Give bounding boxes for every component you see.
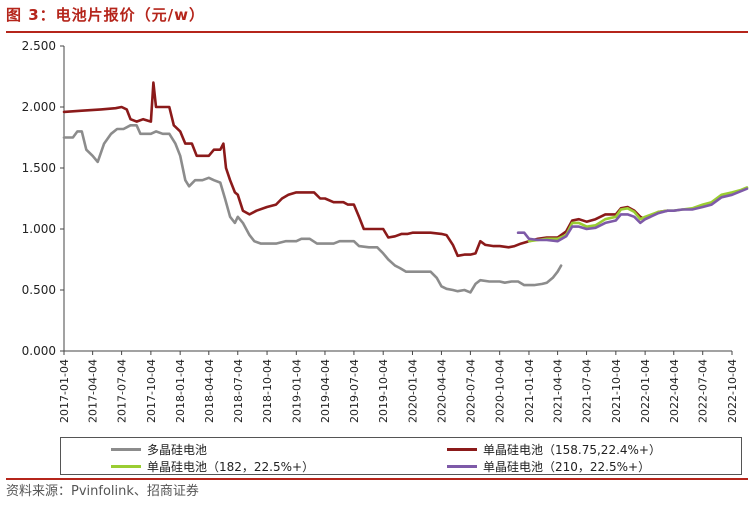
legend-swatch-mono182 (111, 465, 141, 468)
x-tick-label: 2022-04-04 (668, 359, 681, 423)
x-tick-label: 2022-07-04 (697, 359, 710, 423)
x-tick-label: 2021-07-04 (581, 359, 594, 423)
x-tick-label: 2022-10-04 (726, 359, 739, 423)
x-tick-label: 2020-07-04 (464, 359, 477, 423)
legend-swatch-mono210 (447, 465, 477, 468)
series-line-mono210 (516, 187, 749, 243)
x-tick-label: 2022-01-04 (639, 359, 652, 423)
legend-item-poly: 多晶硅电池 (111, 441, 207, 458)
footer-divider (6, 478, 748, 480)
legend: 多晶硅电池 单晶硅电池（158.75,22.4%+） 单晶硅电池（182，22.… (60, 437, 742, 475)
source-note: 资料来源：Pvinfolink、招商证券 (6, 484, 199, 499)
legend-label-mono210: 单晶硅电池（210，22.5%+） (483, 460, 651, 474)
price-line-chart: 0.000 0.500 1.000 1.500 2.000 2.500 2017-01-0… (22, 39, 749, 423)
legend-label-mono158: 单晶硅电池（158.75,22.4%+） (483, 443, 661, 457)
legend-item-mono182: 单晶硅电池（182，22.5%+） (111, 458, 314, 475)
x-tick-label: 2019-10-04 (377, 359, 390, 423)
x-tick-label: 2020-04-04 (435, 359, 448, 423)
series-layer (62, 81, 749, 294)
legend-label-mono182: 单晶硅电池（182，22.5%+） (147, 460, 315, 474)
y-tick-label: 2.500 (22, 39, 56, 53)
y-tick-label: 0.500 (22, 283, 56, 297)
x-tick-label: 2019-04-04 (319, 359, 332, 423)
y-tick-label: 2.000 (22, 100, 56, 114)
x-tick-label: 2018-10-04 (261, 359, 274, 423)
legend-swatch-poly (111, 448, 141, 451)
legend-label-poly: 多晶硅电池 (147, 443, 208, 457)
x-tick-label: 2021-01-04 (523, 359, 536, 423)
legend-item-mono158: 单晶硅电池（158.75,22.4%+） (447, 441, 661, 458)
x-tick-label: 2018-01-04 (174, 359, 187, 423)
x-tick-label: 2017-07-04 (116, 359, 129, 423)
x-tick-label: 2019-07-04 (348, 359, 361, 423)
x-tick-label: 2017-01-04 (58, 359, 71, 423)
x-tick-label: 2017-04-04 (87, 359, 100, 423)
x-axis: 2017-01-04 2017-04-04 2017-07-04 2017-10-04… (58, 350, 739, 423)
legend-swatch-mono158 (447, 448, 477, 451)
x-tick-label: 2020-01-04 (406, 359, 419, 423)
x-tick-label: 2021-10-04 (610, 359, 623, 423)
y-axis: 0.000 0.500 1.000 1.500 2.000 2.500 (22, 39, 65, 358)
x-tick-label: 2017-10-04 (145, 359, 158, 423)
series-line-mono158 (62, 81, 669, 258)
x-tick-label: 2018-04-04 (203, 359, 216, 423)
series-line-poly (62, 124, 563, 294)
x-tick-label: 2018-07-04 (232, 359, 245, 423)
x-tick-label: 2019-01-04 (290, 359, 303, 423)
legend-item-mono210: 单晶硅电池（210，22.5%+） (447, 458, 650, 475)
x-tick-label: 2021-04-04 (552, 359, 565, 423)
title-divider (6, 31, 748, 33)
y-tick-label: 0.000 (22, 344, 56, 358)
y-tick-label: 1.500 (22, 161, 56, 175)
chart-title: 图 3：电池片报价（元/w） (6, 6, 205, 24)
x-tick-label: 2020-10-04 (494, 359, 507, 423)
y-tick-label: 1.000 (22, 222, 56, 236)
